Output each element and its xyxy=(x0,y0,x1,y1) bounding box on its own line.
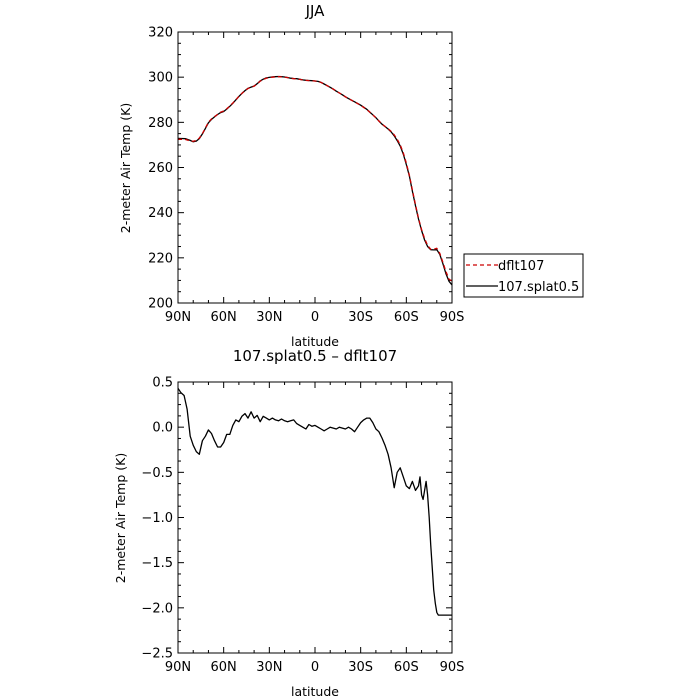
y-tick-label: 260 xyxy=(148,161,173,176)
chart-title: JJA xyxy=(305,2,326,20)
chart-title: 107.splat0.5 – dflt107 xyxy=(233,347,397,365)
x-tick-label: 0 xyxy=(311,310,319,325)
x-tick-label: 30N xyxy=(256,310,282,325)
y-tick-label: −1.5 xyxy=(141,556,173,571)
y-tick-label: 320 xyxy=(148,26,173,41)
x-axis-label: latitude xyxy=(291,334,339,349)
y-tick-label: −2.0 xyxy=(141,601,173,616)
x-axis-label: latitude xyxy=(291,684,339,699)
y-axis-label: 2-meter Air Temp (K) xyxy=(113,453,128,583)
x-tick-label: 30S xyxy=(348,660,373,675)
legend-box xyxy=(463,253,584,298)
x-tick-label: 60S xyxy=(394,660,419,675)
x-tick-label: 60N xyxy=(211,310,237,325)
x-tick-label: 30S xyxy=(348,310,373,325)
y-tick-label: −0.5 xyxy=(141,466,173,481)
x-tick-label: 60S xyxy=(394,310,419,325)
difference-chart: 107.splat0.5 – dflt107 2-meter Air Temp … xyxy=(113,347,464,699)
y-tick-label: 240 xyxy=(148,206,173,221)
x-tick-label: 90N xyxy=(165,660,191,675)
x-tick-label: 90S xyxy=(440,310,465,325)
x-tick-label: 30N xyxy=(256,660,282,675)
x-tick-label: 90N xyxy=(165,310,191,325)
y-tick-label: 0.0 xyxy=(152,421,173,436)
plot-frame xyxy=(177,381,453,654)
x-tick-label: 0 xyxy=(311,660,319,675)
series-line-dflt107 xyxy=(178,76,453,282)
x-tick-label: 60N xyxy=(211,660,237,675)
temperature-chart: JJA 2-meter Air Temp (K) latitude 200 220… xyxy=(118,2,464,349)
y-tick-label: 0.5 xyxy=(152,376,173,391)
y-tick-label: 280 xyxy=(148,116,173,131)
legend-label-107-splat0-5: 107.splat0.5 xyxy=(498,280,579,295)
y-tick-label: −2.5 xyxy=(141,647,173,662)
y-tick-label: 220 xyxy=(148,251,173,266)
y-tick-label: 200 xyxy=(148,297,173,312)
y-tick-label: 300 xyxy=(148,71,173,86)
y-axis-label: 2-meter Air Temp (K) xyxy=(118,103,133,233)
x-tick-label: 90S xyxy=(440,660,465,675)
legend: dflt107 107.splat0.5 xyxy=(463,253,584,298)
plot-frame xyxy=(177,31,453,304)
series-line-difference xyxy=(177,387,452,616)
y-tick-label: −1.0 xyxy=(141,511,173,526)
legend-label-dflt107: dflt107 xyxy=(498,259,544,274)
